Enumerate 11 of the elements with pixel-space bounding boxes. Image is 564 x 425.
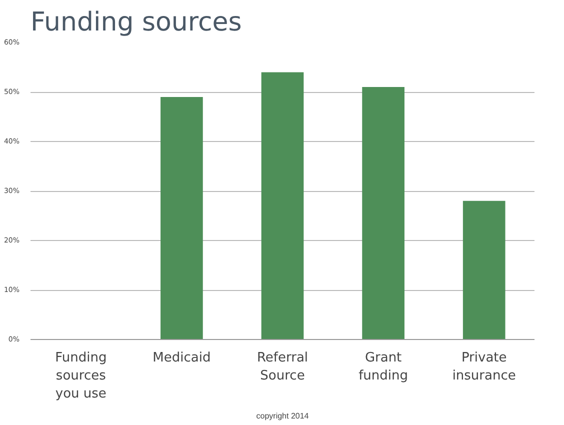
x-tick-label: Funding sources you use xyxy=(55,350,107,402)
bar xyxy=(160,96,203,340)
bar xyxy=(462,200,506,340)
x-tick-label: Medicaid xyxy=(152,350,211,366)
bar xyxy=(362,87,404,340)
chart-title: Funding sources xyxy=(30,8,242,38)
bar xyxy=(261,72,304,340)
x-tick-label: Private insurance xyxy=(452,350,516,384)
x-tick-label: Referral Source xyxy=(256,350,308,384)
text: copyright 2014 xyxy=(256,412,310,420)
x-tick-label: Grant funding xyxy=(358,350,408,384)
